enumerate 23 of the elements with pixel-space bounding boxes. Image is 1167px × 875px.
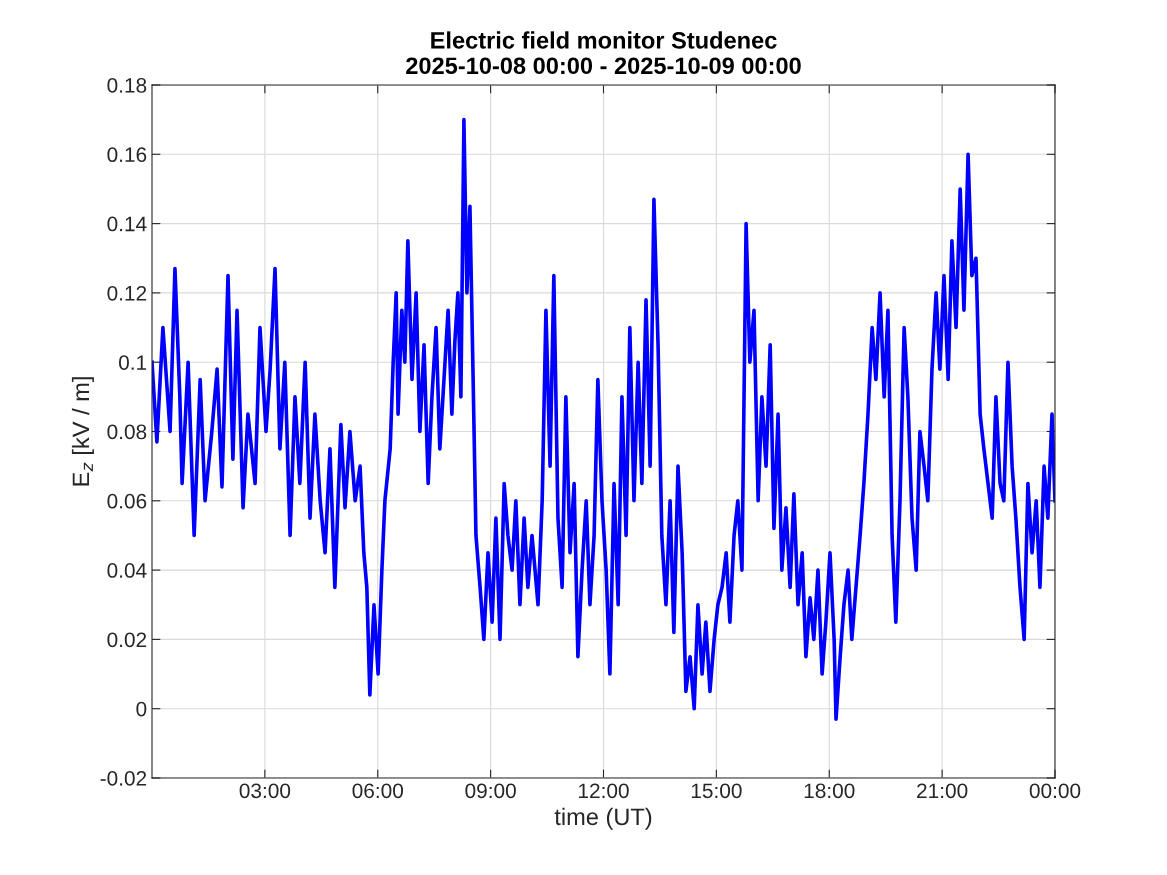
- y-tick-label: -0.02: [100, 771, 147, 786]
- x-tick-label: 06:00: [352, 783, 403, 799]
- x-tick-label: 18:00: [804, 783, 855, 799]
- y-axis-title: E$_{z}$ [kV / m]: [71, 377, 94, 486]
- x-tick-label: 00:00: [1029, 783, 1081, 799]
- y-tick-label: 0.16: [107, 147, 147, 163]
- x-tick-label: 15:00: [691, 783, 742, 799]
- x-tick-label: 03:00: [239, 783, 291, 799]
- y-tick-label: 0.14: [107, 216, 147, 232]
- y-tick-label: 0: [136, 701, 147, 717]
- x-tick-label: 12:00: [579, 783, 629, 799]
- line-series: [152, 117, 1055, 721]
- y-tick-label: 0.08: [107, 424, 147, 440]
- y-tick-label: 0.04: [107, 563, 147, 578]
- y-tick-label: 0.18: [107, 78, 147, 93]
- x-axis-title: time (UT): [554, 807, 652, 830]
- y-tick-label: 0.02: [107, 632, 147, 648]
- y-tick-label: 0.12: [107, 285, 147, 301]
- x-tick-label: 21:00: [917, 783, 968, 799]
- x-tick-label: 09:00: [465, 783, 516, 799]
- y-tick-label: 0.1: [118, 355, 147, 370]
- chart-title: Electric field monitor Studenec 2025-10-08 00:00 - 2025-10-09 00:00: [406, 31, 801, 75]
- y-tick-label: 0.06: [107, 493, 147, 509]
